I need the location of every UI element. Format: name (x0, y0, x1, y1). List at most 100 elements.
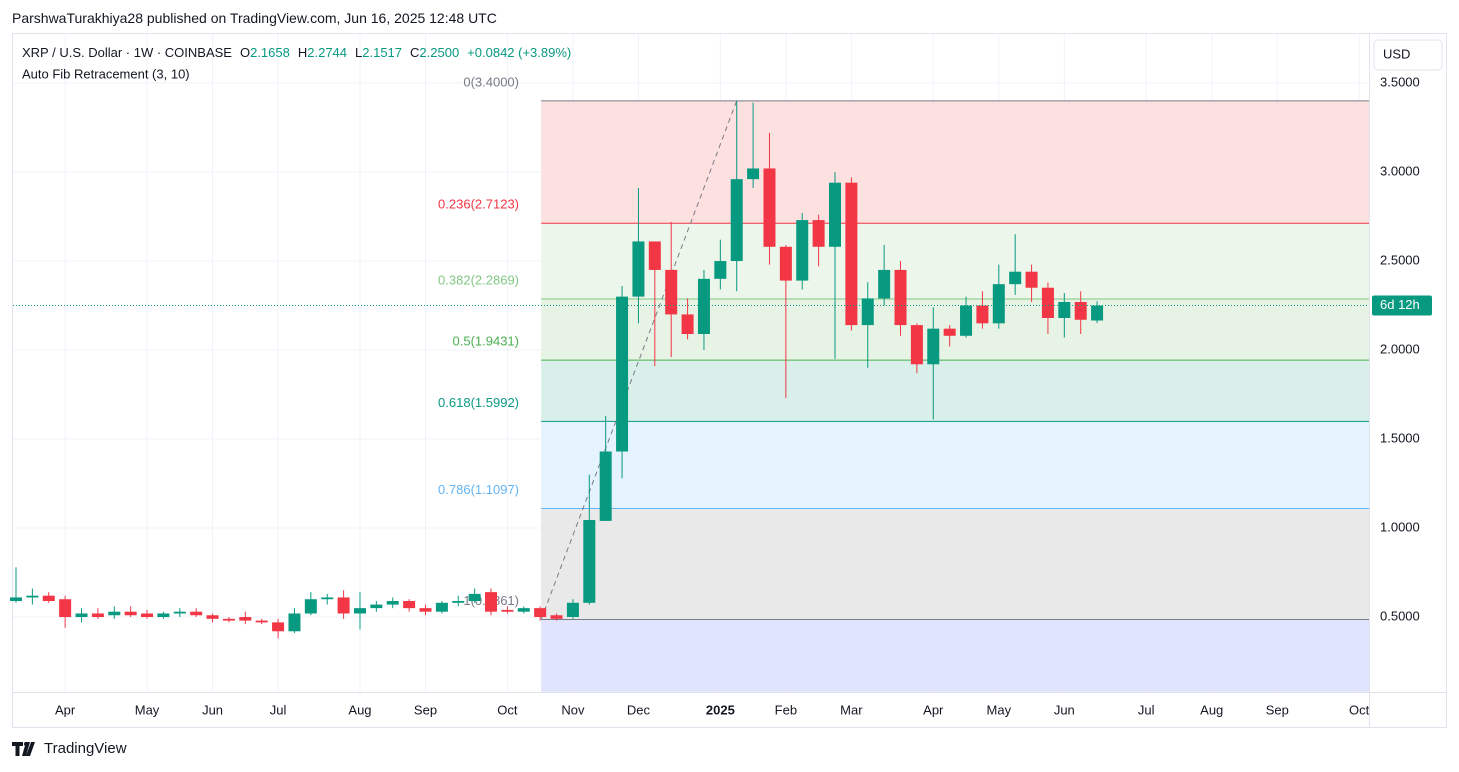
fib-zone (541, 508, 1369, 620)
symbol: XRP / U.S. Dollar · 1W · COINBASE (22, 45, 232, 60)
candle-body (59, 599, 72, 618)
candle-body (255, 620, 268, 623)
x-tick-label: May (987, 702, 1012, 717)
candle-body (894, 269, 907, 326)
x-tick-label: Apr (923, 702, 944, 717)
candle-body (468, 593, 481, 602)
fib-trend-line (540, 100, 738, 620)
fib-zone (541, 619, 1369, 692)
candle-body (337, 597, 350, 614)
fib-zone (541, 360, 1369, 422)
candle-body (927, 328, 940, 365)
x-tick-label: Jul (270, 702, 287, 717)
candle-body (386, 601, 399, 605)
currency[interactable]: USD (1383, 46, 1410, 61)
indicator-name: Auto Fib Retracement (3, 10) (22, 66, 190, 81)
candle-body (943, 328, 956, 336)
fib-zone (541, 223, 1369, 299)
candle-body (1041, 287, 1054, 318)
candle-body (321, 597, 334, 600)
x-tick-label: Jul (1138, 702, 1155, 717)
x-tick-label: Sep (1266, 702, 1289, 717)
candle-body (681, 314, 694, 335)
countdown: 6d 12h (1380, 297, 1420, 312)
candle-body (714, 261, 727, 279)
candle-body (403, 601, 416, 609)
x-tick-label: 2025 (706, 702, 735, 717)
legend-key: C (410, 45, 419, 60)
candle-body (75, 613, 88, 618)
candle-body (419, 608, 432, 612)
candle-body (648, 241, 661, 270)
brand: TradingView (12, 740, 127, 757)
candle-body (141, 613, 154, 618)
brand-logo (12, 741, 35, 756)
candle-body (1025, 271, 1038, 288)
candle-body (190, 611, 203, 616)
candle-body (812, 220, 825, 247)
fib-label: 0.786(1.1097) (438, 482, 519, 497)
candle-body (353, 608, 366, 614)
y-tick-label: 2.0000 (1380, 341, 1420, 356)
candle-body (616, 296, 629, 452)
candle-body (1091, 305, 1104, 321)
x-tick-label: Aug (1200, 702, 1223, 717)
candle-body (124, 611, 137, 616)
legend-key: L (355, 45, 362, 60)
candle-body (91, 613, 104, 618)
candle-body (697, 278, 710, 335)
legend: XRP / U.S. Dollar · 1W · COINBASE O2.1658… (22, 45, 571, 60)
candle-body (878, 269, 891, 299)
legend-value: 2.1658 (250, 45, 290, 60)
candle-body (272, 622, 285, 632)
candle-body (10, 597, 22, 602)
candle-body (796, 220, 809, 281)
candle-body (632, 241, 645, 297)
x-tick-label: Sep (414, 702, 437, 717)
candle-body (829, 182, 841, 247)
candle-body (1058, 301, 1071, 318)
legend-value: 2.2744 (307, 45, 347, 60)
candle-body (763, 168, 776, 247)
fib-zone (541, 421, 1369, 509)
candle-body (517, 608, 530, 612)
candle-body (108, 611, 121, 616)
x-tick-label: Jun (202, 702, 223, 717)
legend-value: 2.1517 (362, 45, 402, 60)
countdown-box (1372, 295, 1432, 316)
candle-body (779, 246, 792, 281)
x-tick-label: May (135, 702, 160, 717)
y-tick-label: 0.5000 (1380, 608, 1420, 623)
legend-key: O (240, 45, 250, 60)
candle-body (960, 305, 973, 336)
candle-body (157, 613, 170, 618)
fib-label: 0(3.4000) (463, 74, 519, 89)
candle-body (747, 168, 760, 180)
x-tick-label: Mar (840, 702, 863, 717)
y-tick-label: 1.5000 (1380, 430, 1420, 445)
candle-body (550, 615, 563, 619)
candle-body (288, 613, 301, 632)
y-tick-label: 3.0000 (1380, 163, 1420, 178)
candle-body (435, 602, 448, 612)
fib-label: 0.5(1.9431) (453, 334, 520, 349)
candle-body (583, 520, 596, 603)
candle-body (730, 179, 743, 262)
candle-body (566, 602, 579, 618)
y-tick-label: 3.5000 (1380, 74, 1420, 89)
candle-body (501, 609, 514, 612)
fib-label: 0.618(1.5992) (438, 395, 519, 410)
candle-body (845, 182, 858, 326)
y-tick-label: 1.0000 (1380, 519, 1420, 534)
attribution: ParshwaTurakhiya28 published on TradingV… (12, 10, 497, 26)
currency-button[interactable] (1373, 39, 1443, 71)
candle-body (976, 305, 989, 324)
fib-zone (541, 100, 1369, 224)
x-tick-label: Apr (55, 702, 76, 717)
candle-body (861, 298, 874, 326)
candle-body (1009, 271, 1022, 285)
fib-label: 0.236(2.7123) (438, 197, 519, 212)
candle-body (452, 601, 465, 603)
